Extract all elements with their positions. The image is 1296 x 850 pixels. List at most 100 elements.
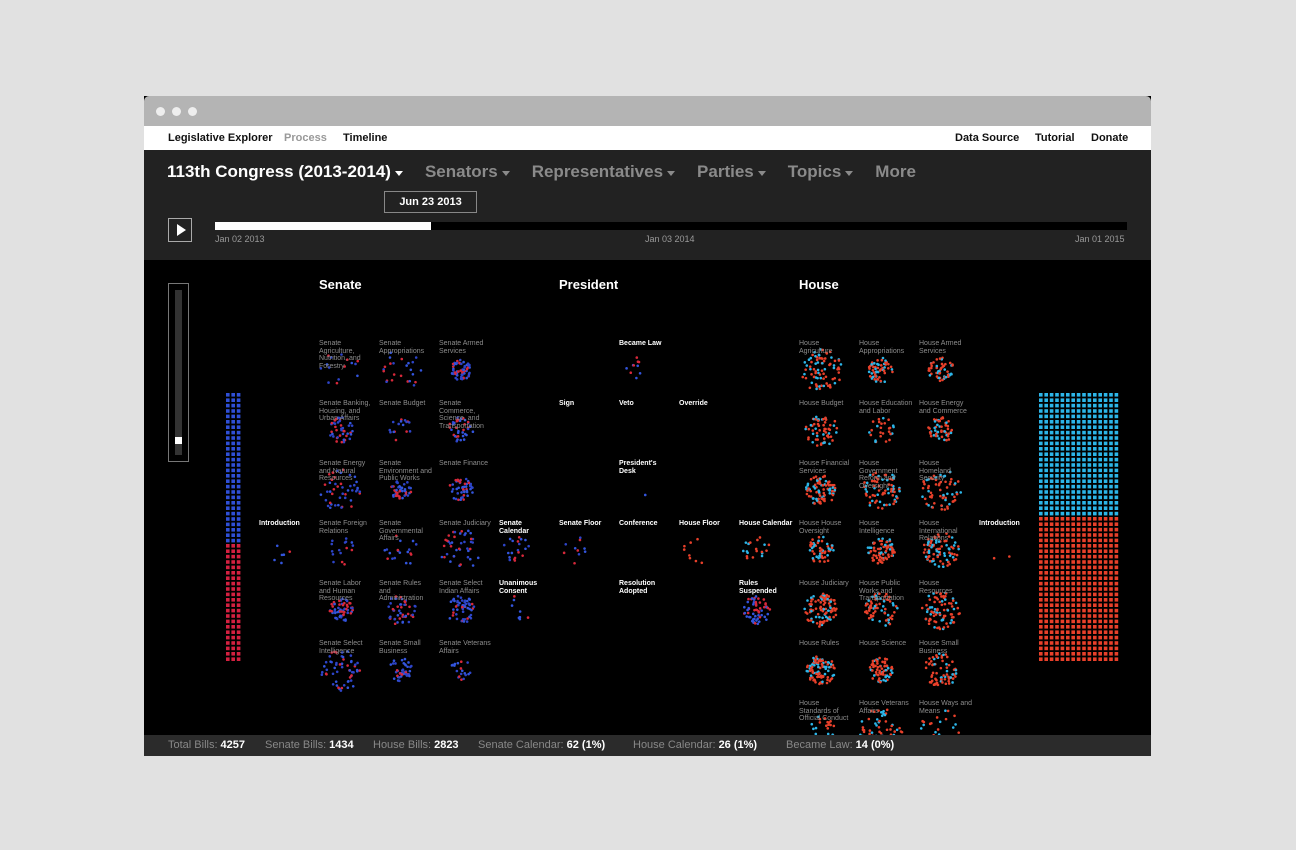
nav-link[interactable]: Donate (1091, 132, 1129, 144)
committee-label[interactable]: Senate Rules and Administration (379, 580, 424, 602)
committee-label[interactable]: House International Relations (919, 520, 958, 542)
window-button[interactable] (188, 107, 197, 116)
menu-item[interactable]: More (875, 162, 916, 181)
nav-link[interactable]: Process (284, 132, 327, 144)
committee-label[interactable]: Senate Governmental Affairs (379, 520, 423, 542)
committee-label[interactable]: House Appropriations (859, 340, 905, 355)
committee-label[interactable]: Senate Commerce, Science, and Transporta… (439, 400, 484, 430)
nav-link[interactable]: Tutorial (1035, 132, 1075, 144)
committee-label[interactable]: Senate Judiciary (439, 520, 491, 527)
stage-label[interactable]: Veto (619, 400, 634, 407)
committee-label[interactable]: House Resources (919, 580, 953, 595)
stage-label[interactable]: Senate Calendar (499, 520, 529, 535)
committee-label[interactable]: House Budget (799, 400, 844, 407)
committee-label[interactable]: House Ways and Means (919, 700, 973, 715)
nav-link[interactable]: Legislative Explorer (168, 132, 273, 144)
stat-value: 26 (1%) (718, 739, 758, 751)
window-button[interactable] (156, 107, 165, 116)
committee-label[interactable]: Senate Select Indian Affairs (439, 580, 483, 595)
committee-label[interactable]: House Energy and Commerce (919, 400, 967, 415)
bill-dot (944, 375, 948, 379)
stage-label[interactable]: Resolution Adopted (619, 580, 656, 595)
committee-label[interactable]: House Education and Labor (859, 400, 913, 415)
bill-dot (879, 664, 882, 668)
committee-label[interactable]: House Small Business (919, 640, 959, 655)
bill-dot (766, 612, 770, 616)
committee-label[interactable]: Senate Veterans Affairs (439, 640, 491, 655)
committee-label[interactable]: Senate Appropriations (379, 340, 425, 355)
window-button[interactable] (172, 107, 181, 116)
committee-label[interactable]: Senate Finance (439, 460, 489, 467)
stage-label[interactable]: Override (679, 400, 708, 407)
bill-dot (934, 434, 938, 438)
committee-label[interactable]: House Armed Services (919, 340, 962, 355)
committee-label[interactable]: House Science (859, 640, 907, 647)
committee-label[interactable]: House Agriculture (799, 340, 833, 355)
committee-label[interactable]: Senate Banking, Housing, and Urban Affai… (319, 400, 371, 422)
bill-dot (750, 597, 754, 600)
menu-item[interactable]: Parties (697, 162, 766, 182)
committee-label[interactable]: Senate Small Business (379, 640, 421, 655)
member-icon (226, 425, 230, 429)
committee-label[interactable]: House Standards of Official Conduct (799, 700, 849, 722)
committee-label[interactable]: House Public Works and Transportation (859, 580, 904, 602)
committee-label[interactable]: Senate Energy and Natural Resources (319, 460, 366, 482)
committee-label[interactable]: House House Oversight (799, 520, 842, 535)
committee-label[interactable]: Senate Select Intelligence (319, 640, 363, 655)
stage-label[interactable]: Sign (559, 400, 575, 407)
bill-dot (830, 356, 833, 359)
member-icon (1066, 484, 1070, 489)
bill-dot (576, 549, 580, 552)
menu-item[interactable]: Representatives (532, 162, 676, 182)
committee-label[interactable]: Senate Budget (379, 400, 426, 407)
bill-dot (810, 666, 813, 670)
bill-dot (388, 616, 391, 620)
menu-item[interactable]: Topics (788, 162, 854, 182)
slider-handle[interactable] (175, 437, 182, 444)
bill-dot (828, 491, 832, 495)
stage-label[interactable]: President's Desk (619, 460, 657, 475)
stage-label[interactable]: House Floor (679, 520, 720, 527)
member-icon (1114, 447, 1119, 451)
stage-label[interactable]: Introduction (979, 520, 1020, 527)
timeline-track[interactable] (215, 222, 1127, 230)
nav-link[interactable]: Timeline (343, 132, 388, 144)
stage-label[interactable]: House Calendar (739, 520, 793, 527)
committee-label[interactable]: House Judiciary (799, 580, 849, 587)
committee-label[interactable]: Senate Agriculture, Nutrition, and Fores… (319, 340, 361, 370)
committee-label[interactable]: House Rules (799, 640, 840, 647)
committee-label[interactable]: House Intelligence (859, 520, 895, 535)
menu-item[interactable]: 113th Congress (2013-2014) (167, 162, 403, 182)
bill-dot (885, 664, 889, 668)
bill-dot (875, 556, 879, 560)
play-button[interactable] (168, 218, 192, 242)
member-icon (236, 441, 241, 446)
nav-link[interactable]: Data Source (955, 132, 1020, 144)
bill-dot (448, 422, 452, 426)
stage-label[interactable]: Unanimous Consent (499, 580, 538, 595)
stage-label[interactable]: Introduction (259, 520, 300, 527)
bill-dot (866, 546, 870, 549)
bill-dot (833, 602, 837, 605)
zoom-slider[interactable] (168, 283, 189, 462)
committee-label[interactable]: Senate Foreign Relations (319, 520, 367, 535)
committee-label[interactable]: House Financial Services (799, 460, 850, 475)
menu-item[interactable]: Senators (425, 162, 510, 182)
member-icon (1044, 652, 1048, 656)
bill-dot (937, 733, 941, 735)
member-icon (1039, 581, 1043, 586)
bill-dot (806, 664, 810, 668)
committee-label[interactable]: Senate Labor and Human Resources (319, 580, 362, 602)
stage-label[interactable]: Became Law (619, 340, 662, 347)
committee-label[interactable]: Senate Armed Services (439, 340, 484, 355)
stage-label[interactable]: Senate Floor (559, 520, 602, 527)
committee-label[interactable]: House Homeland Security (919, 460, 951, 482)
bill-dot (872, 710, 876, 713)
stage-label[interactable]: Conference (619, 520, 658, 527)
committee-label[interactable]: Senate Environment and Public Works (379, 460, 432, 482)
stage-label[interactable]: Rules Suspended (739, 580, 777, 595)
bill-dot (562, 551, 566, 555)
bill-dot (876, 370, 880, 374)
committee-label[interactable]: House Government Reform and Oversight (859, 460, 898, 490)
committee-label[interactable]: House Veterans Affairs (859, 700, 909, 715)
